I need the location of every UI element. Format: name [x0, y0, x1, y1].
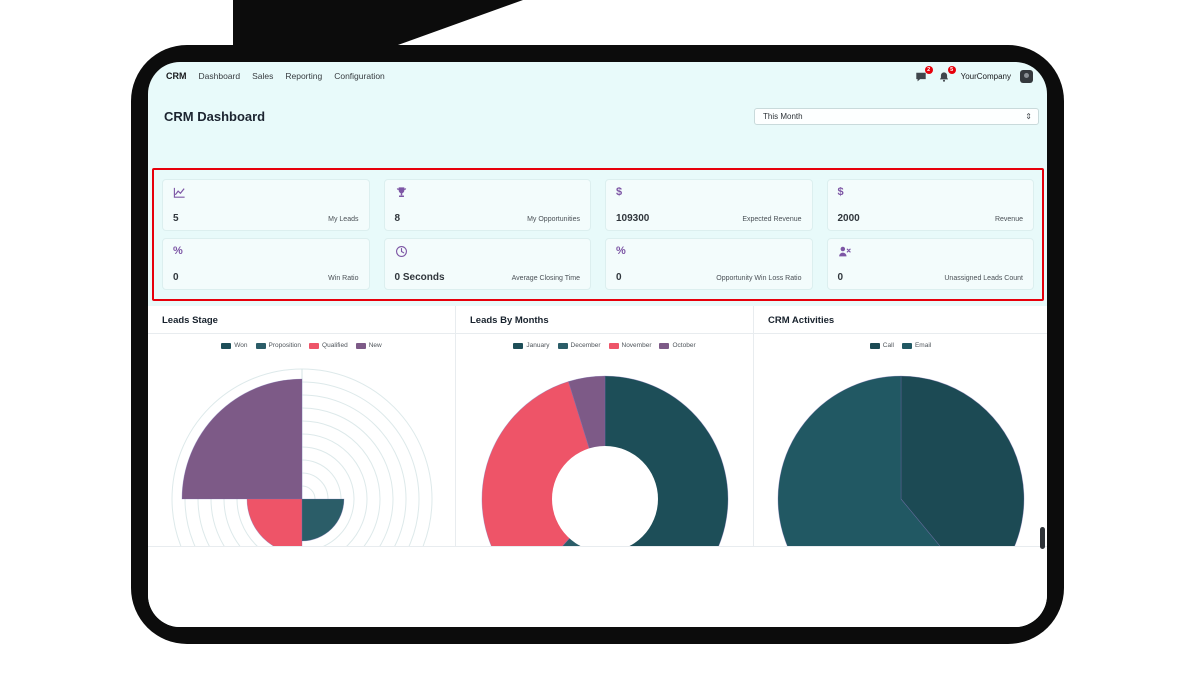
legend-item: Won — [221, 341, 248, 350]
app-brand[interactable]: CRM — [166, 71, 187, 81]
menu-configuration[interactable]: Configuration — [334, 71, 385, 81]
leads-by-months-donut-chart[interactable] — [465, 354, 745, 546]
legend-item: November — [608, 341, 651, 350]
kpi-label: Expected Revenue — [742, 216, 802, 223]
chart-title: Leads Stage — [148, 306, 455, 334]
kpi-value: 0 — [616, 272, 622, 283]
kpi-label: My Opportunities — [527, 216, 580, 223]
menu-reporting[interactable]: Reporting — [285, 71, 323, 81]
scrollbar-thumb[interactable] — [1040, 527, 1045, 549]
chart-panel-crm-activities: CRM Activities Call Email — [754, 306, 1047, 546]
kpi-card-average-closing-time[interactable]: 0 Seconds Average Closing Time — [383, 238, 591, 290]
dashboard-header: CRM Dashboard This Month ⇕ — [164, 106, 1039, 126]
chart-legend: Call Email — [754, 341, 1047, 350]
activities-bell-icon[interactable]: 5 — [938, 66, 956, 83]
kpi-label: Win Ratio — [328, 275, 359, 282]
kpi-label: Revenue — [994, 216, 1023, 223]
percent-icon: % — [616, 245, 626, 257]
kpi-value: 0 Seconds — [394, 272, 445, 283]
select-arrows-icon: ⇕ — [1025, 111, 1032, 121]
dollar-icon: $ — [837, 186, 844, 198]
messages-icon[interactable]: 2 — [915, 66, 933, 83]
percent-icon: % — [173, 245, 183, 257]
kpi-card-revenue[interactable]: $ 2000 Revenue — [826, 179, 1034, 231]
kpi-card-my-opportunities[interactable]: 8 My Opportunities — [383, 179, 591, 231]
kpi-region: 5 My Leads 8 My Opportunities $ 109300 — [152, 168, 1044, 301]
chart-legend: Won Proposition Qualified New — [148, 341, 455, 350]
chart-panel-leads-stage: Leads Stage Won Proposition Qualified New — [148, 306, 456, 546]
legend-item: Qualified — [309, 341, 348, 350]
chart-panel-leads-by-months: Leads By Months January December November O… — [456, 306, 754, 546]
top-navbar: CRM Dashboard Sales Reporting Configurat… — [148, 62, 1047, 90]
activities-badge: 5 — [947, 66, 956, 74]
chart-legend: January December November October — [456, 341, 753, 350]
period-select[interactable]: This Month ⇕ — [754, 107, 1039, 125]
trophy-icon — [396, 187, 406, 197]
chart-title: CRM Activities — [754, 306, 1047, 334]
legend-item: October — [659, 341, 696, 350]
legend-item: January — [513, 341, 550, 350]
kpi-card-win-ratio[interactable]: % 0 Win Ratio — [162, 238, 370, 290]
dollar-icon: $ — [616, 186, 623, 198]
navbar-systray: 2 5 YourCompany — [915, 66, 1033, 83]
kpi-value: 0 — [173, 272, 179, 283]
charts-row: Leads Stage Won Proposition Qualified New L… — [148, 306, 1047, 547]
menu-sales[interactable]: Sales — [252, 71, 274, 81]
kpi-label: Opportunity Win Loss Ratio — [716, 275, 802, 282]
kpi-card-opportunity-win-loss-ratio[interactable]: % 0 Opportunity Win Loss Ratio — [605, 238, 813, 290]
kpi-card-expected-revenue[interactable]: $ 109300 Expected Revenue — [605, 179, 813, 231]
user-avatar[interactable] — [1020, 69, 1033, 83]
crm-activities-pie-chart[interactable] — [761, 354, 1041, 546]
kpi-value: 2000 — [837, 213, 860, 224]
kpi-label: My Leads — [328, 216, 359, 223]
chart-title: Leads By Months — [456, 306, 753, 334]
user-x-icon — [838, 246, 851, 257]
kpi-value: 5 — [173, 213, 179, 224]
kpi-value: 109300 — [616, 213, 650, 224]
legend-item: Proposition — [255, 341, 301, 350]
clock-icon — [395, 246, 407, 257]
legend-item: Email — [901, 341, 931, 350]
mockup-top-wedge — [233, 0, 523, 48]
screen: CRM Dashboard Sales Reporting Configurat… — [148, 62, 1047, 627]
period-select-value: This Month — [763, 111, 803, 121]
leads-stage-polar-chart[interactable] — [162, 354, 442, 546]
kpi-value: 8 — [394, 213, 401, 224]
tablet-frame: CRM Dashboard Sales Reporting Configurat… — [131, 45, 1064, 644]
kpi-card-unassigned-leads-count[interactable]: 0 Unassigned Leads Count — [826, 238, 1034, 290]
company-name[interactable]: YourCompany — [960, 71, 1011, 81]
page-title: CRM Dashboard — [164, 108, 266, 124]
legend-item: Call — [869, 341, 894, 350]
charts-section: Leads Stage Won Proposition Qualified New L… — [148, 306, 1047, 627]
messages-badge: 2 — [924, 66, 933, 74]
legend-item: December — [557, 341, 601, 350]
kpi-label: Average Closing Time — [511, 275, 580, 282]
menu-dashboard[interactable]: Dashboard — [198, 71, 241, 81]
legend-item: New — [355, 341, 382, 350]
kpi-label: Unassigned Leads Count — [944, 275, 1023, 282]
line-chart-icon — [173, 187, 185, 198]
kpi-card-my-leads[interactable]: 5 My Leads — [162, 179, 370, 231]
kpi-value: 0 — [837, 272, 844, 283]
